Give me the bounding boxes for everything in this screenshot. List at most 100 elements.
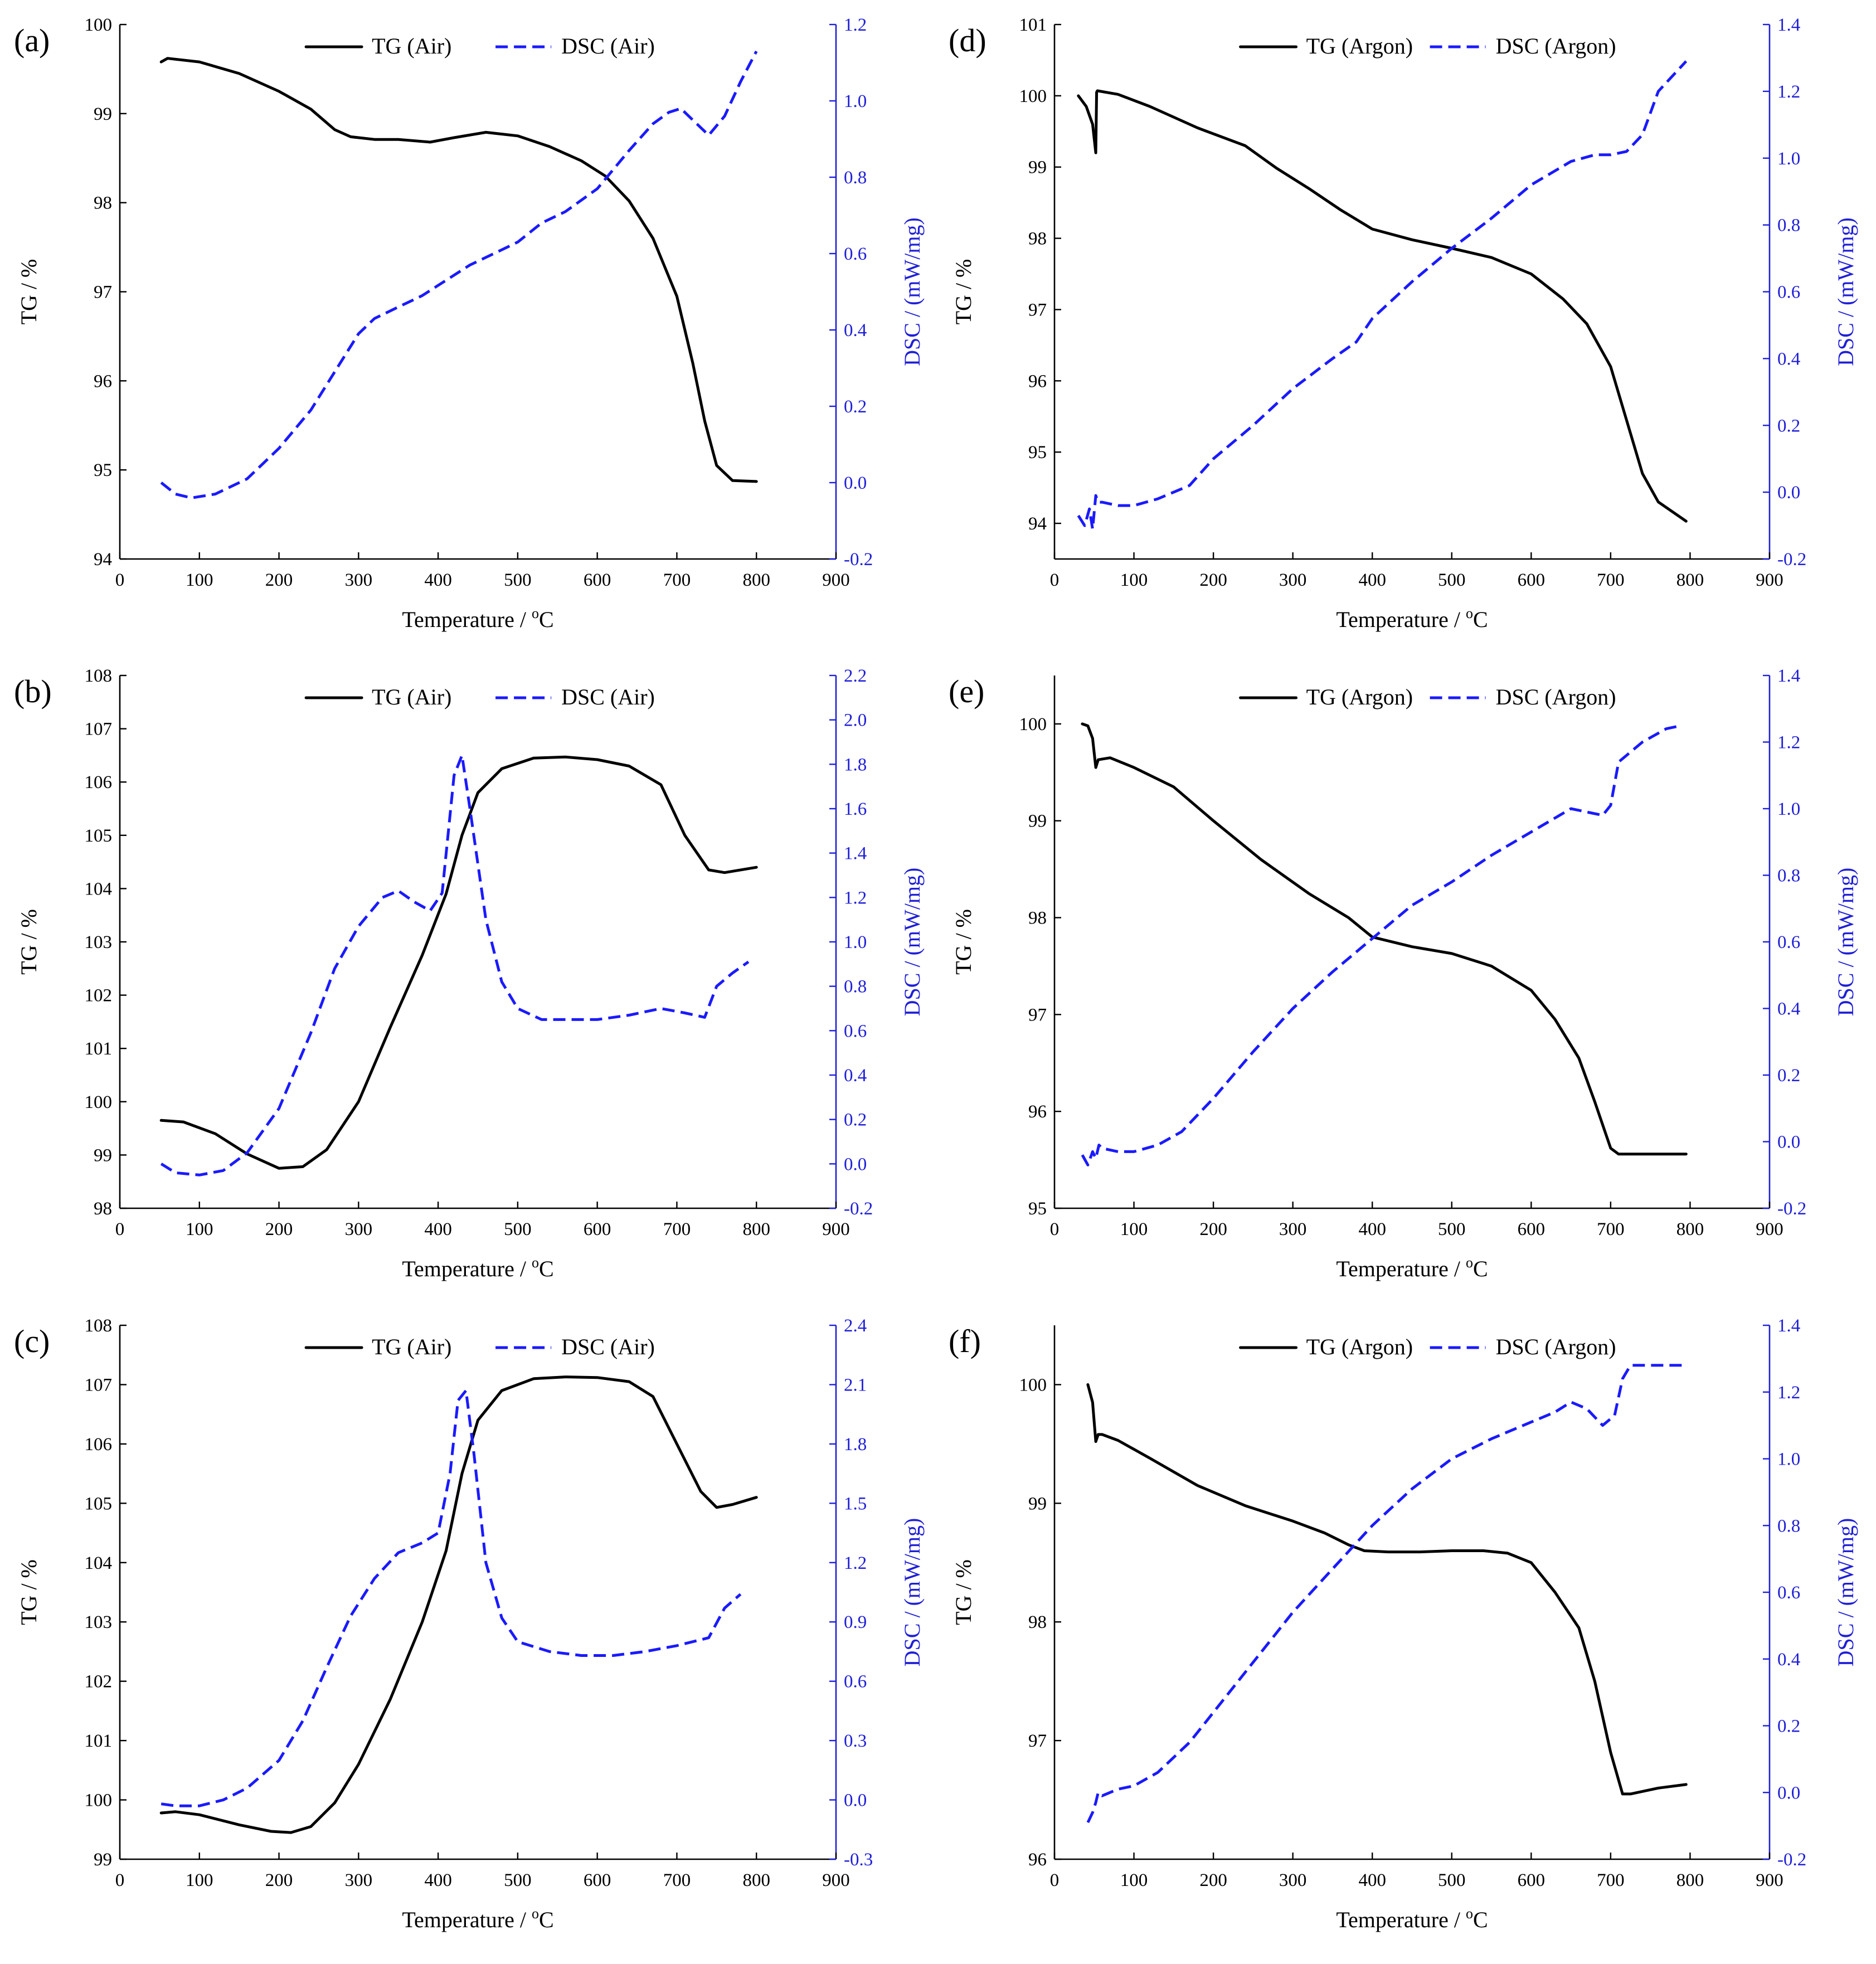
y-axis-title-right: DSC / (mW/mg) xyxy=(1833,217,1858,366)
y-tick-label-right: 1.2 xyxy=(844,1553,867,1573)
x-tick-label: 800 xyxy=(742,1870,770,1890)
x-tick-label: 300 xyxy=(1279,570,1307,590)
y-tick-label-right: 1.4 xyxy=(1777,15,1800,35)
y-tick-label-left: 100 xyxy=(85,15,113,35)
x-axis-unit: C xyxy=(1473,1907,1488,1932)
x-tick-label: 200 xyxy=(265,570,293,590)
x-axis-title-text: Temperature / xyxy=(1336,1907,1466,1932)
x-axis-unit-degree: o xyxy=(1466,605,1473,621)
x-tick-label: 400 xyxy=(1358,1870,1386,1890)
series-line-dsc xyxy=(161,1389,742,1807)
x-tick-label: 200 xyxy=(1199,570,1227,590)
series-line-tg xyxy=(159,57,758,483)
series-line-tg xyxy=(159,1375,758,1834)
y-tick-label-right: 0.0 xyxy=(844,1791,867,1811)
y-tick-label-left: 96 xyxy=(1028,1850,1047,1870)
x-axis-unit-degree: o xyxy=(532,1255,539,1271)
y-tick-label-left: 98 xyxy=(1028,229,1047,249)
y-axis-title-right: DSC / (mW/mg) xyxy=(900,868,925,1017)
y-tick-label-right: 0.2 xyxy=(844,1110,867,1130)
y-tick-label-left: 108 xyxy=(85,666,113,686)
series-line-tg xyxy=(1077,89,1688,523)
y-tick-label-left: 94 xyxy=(94,550,112,570)
legend-label-tg: TG (Air) xyxy=(372,1334,451,1359)
y-tick-label-right: 0.2 xyxy=(1777,1066,1800,1086)
y-tick-label-right: 0.4 xyxy=(1777,1650,1800,1670)
x-tick-label: 0 xyxy=(115,570,125,590)
y-tick-label-right: 1.0 xyxy=(1777,149,1800,169)
x-tick-label: 900 xyxy=(822,570,850,590)
y-tick-label-right: 0.0 xyxy=(1777,483,1800,503)
y-tick-label-left: 98 xyxy=(94,1199,112,1219)
x-tick-label: 200 xyxy=(1199,1870,1227,1890)
legend-label-dsc: DSC (Air) xyxy=(561,684,655,709)
y-tick-label-left: 98 xyxy=(1028,908,1047,928)
y-tick-label-left: 105 xyxy=(85,1494,113,1514)
x-tick-label: 500 xyxy=(504,570,532,590)
y-tick-label-right: 1.2 xyxy=(844,888,867,908)
panel-label: (d) xyxy=(949,22,986,59)
y-tick-label-left: 94 xyxy=(1028,514,1047,534)
x-tick-label: 400 xyxy=(424,1219,452,1239)
y-tick-label-right: 1.5 xyxy=(844,1494,867,1514)
y-tick-label-left: 102 xyxy=(85,986,113,1006)
y-axis-title-right: DSC / (mW/mg) xyxy=(900,217,925,366)
y-tick-label-left: 103 xyxy=(85,932,113,952)
legend-label-tg: TG (Argon) xyxy=(1306,684,1413,709)
legend-label-dsc: DSC (Argon) xyxy=(1496,33,1616,59)
legend-label-tg: TG (Argon) xyxy=(1306,1334,1413,1359)
y-tick-label-right: 0.6 xyxy=(844,1672,867,1692)
y-tick-label-left: 100 xyxy=(85,1791,113,1811)
y-tick-label-left: 96 xyxy=(1028,371,1047,391)
y-tick-label-left: 103 xyxy=(85,1612,113,1632)
x-axis-title-text: Temperature / xyxy=(1336,1256,1466,1281)
x-tick-label: 500 xyxy=(1438,1870,1466,1890)
x-tick-label: 300 xyxy=(345,1219,373,1239)
x-axis-title-text: Temperature / xyxy=(402,1256,532,1281)
x-axis-title: Temperature / oC xyxy=(1336,1905,1488,1932)
x-axis-title: Temperature / oC xyxy=(1336,1255,1488,1281)
x-tick-label: 100 xyxy=(186,1870,213,1890)
y-tick-label-left: 104 xyxy=(85,1553,113,1573)
x-tick-label: 500 xyxy=(504,1219,532,1239)
x-tick-label: 300 xyxy=(345,570,373,590)
x-tick-label: 600 xyxy=(1518,1870,1545,1890)
y-tick-label-left: 99 xyxy=(94,1145,112,1165)
x-axis-unit: C xyxy=(1473,607,1488,632)
y-tick-label-right: 0.8 xyxy=(844,168,867,188)
y-tick-label-left: 100 xyxy=(1019,1375,1047,1395)
legend-label-dsc: DSC (Argon) xyxy=(1496,1334,1616,1359)
x-tick-label: 900 xyxy=(1756,1219,1783,1239)
y-tick-label-left: 98 xyxy=(94,193,112,213)
x-tick-label: 900 xyxy=(1756,1870,1783,1890)
y-tick-label-right: 2.1 xyxy=(844,1375,867,1395)
y-tick-label-right: 0.9 xyxy=(844,1612,867,1632)
series-line-dsc xyxy=(160,50,758,499)
y-tick-label-left: 106 xyxy=(85,1435,113,1455)
y-tick-label-right: 1.8 xyxy=(844,1435,867,1455)
y-tick-label-right: 1.8 xyxy=(844,755,867,775)
y-tick-label-right: -0.2 xyxy=(844,550,873,570)
y-axis-title-right: DSC / (mW/mg) xyxy=(1833,868,1858,1017)
y-axis-title-left: TG / % xyxy=(16,1559,41,1625)
y-tick-label-right: 2.0 xyxy=(844,711,867,731)
y-axis-title-left: TG / % xyxy=(951,259,976,325)
x-tick-label: 100 xyxy=(1120,1219,1148,1239)
y-tick-label-right: 0.0 xyxy=(1777,1783,1800,1803)
x-tick-label: 500 xyxy=(1438,570,1466,590)
y-axis-title-left: TG / % xyxy=(16,259,41,325)
y-tick-label-right: 0.6 xyxy=(1777,932,1800,952)
y-tick-label-left: 107 xyxy=(85,720,113,740)
x-tick-label: 800 xyxy=(742,1219,770,1239)
y-tick-label-right: 0.4 xyxy=(1777,349,1800,369)
y-tick-label-left: 95 xyxy=(1028,1199,1047,1219)
series-line-dsc xyxy=(1086,1364,1687,1824)
y-tick-label-right: 0.0 xyxy=(1777,1132,1800,1153)
series-line-tg xyxy=(1086,1383,1688,1796)
y-tick-label-left: 97 xyxy=(1028,300,1047,320)
y-tick-label-left: 102 xyxy=(85,1672,113,1692)
y-tick-label-left: 96 xyxy=(1028,1102,1047,1122)
y-tick-label-left: 99 xyxy=(1028,1494,1047,1514)
y-tick-label-left: 99 xyxy=(1028,811,1047,832)
x-tick-label: 500 xyxy=(1438,1219,1466,1239)
